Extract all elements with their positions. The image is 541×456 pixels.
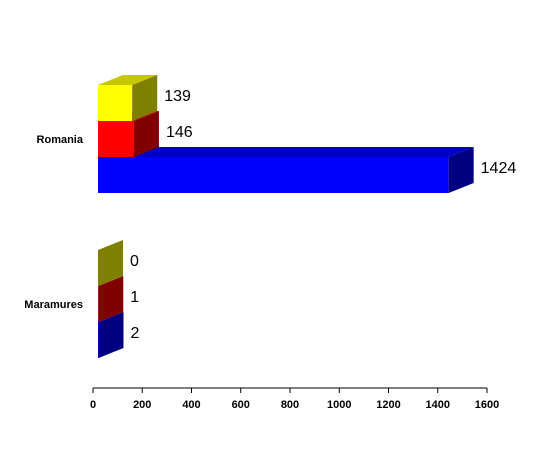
- bar-front: [98, 121, 134, 157]
- category-label: Maramures: [24, 299, 83, 311]
- bar-top: [98, 276, 124, 286]
- value-label: 146: [166, 124, 193, 141]
- x-tick-label: 800: [281, 399, 299, 411]
- bar-top: [98, 75, 158, 85]
- x-tick-label: 0: [90, 399, 96, 411]
- bar-side: [98, 312, 124, 358]
- category-label: Romania: [37, 134, 84, 146]
- value-label: 1: [130, 289, 139, 306]
- value-label: 139: [164, 88, 191, 105]
- x-tick-label: 1200: [376, 399, 400, 411]
- x-tick-label: 1600: [475, 399, 499, 411]
- x-tick-label: 600: [232, 399, 250, 411]
- value-label: 0: [130, 253, 139, 270]
- x-tick-label: 1400: [426, 399, 450, 411]
- bar-side: [448, 147, 474, 193]
- x-tick-label: 1000: [327, 399, 351, 411]
- bar-side: [98, 240, 123, 286]
- bar-side: [98, 276, 124, 322]
- value-label: 1424: [481, 160, 517, 177]
- value-label: 2: [130, 325, 139, 342]
- bar-top: [98, 147, 474, 157]
- bar-front: [98, 85, 133, 121]
- x-tick-label: 400: [182, 399, 200, 411]
- bar-side: [132, 75, 158, 121]
- x-tick-label: 200: [133, 399, 151, 411]
- bar-side: [133, 111, 159, 157]
- bar-front: [98, 157, 449, 193]
